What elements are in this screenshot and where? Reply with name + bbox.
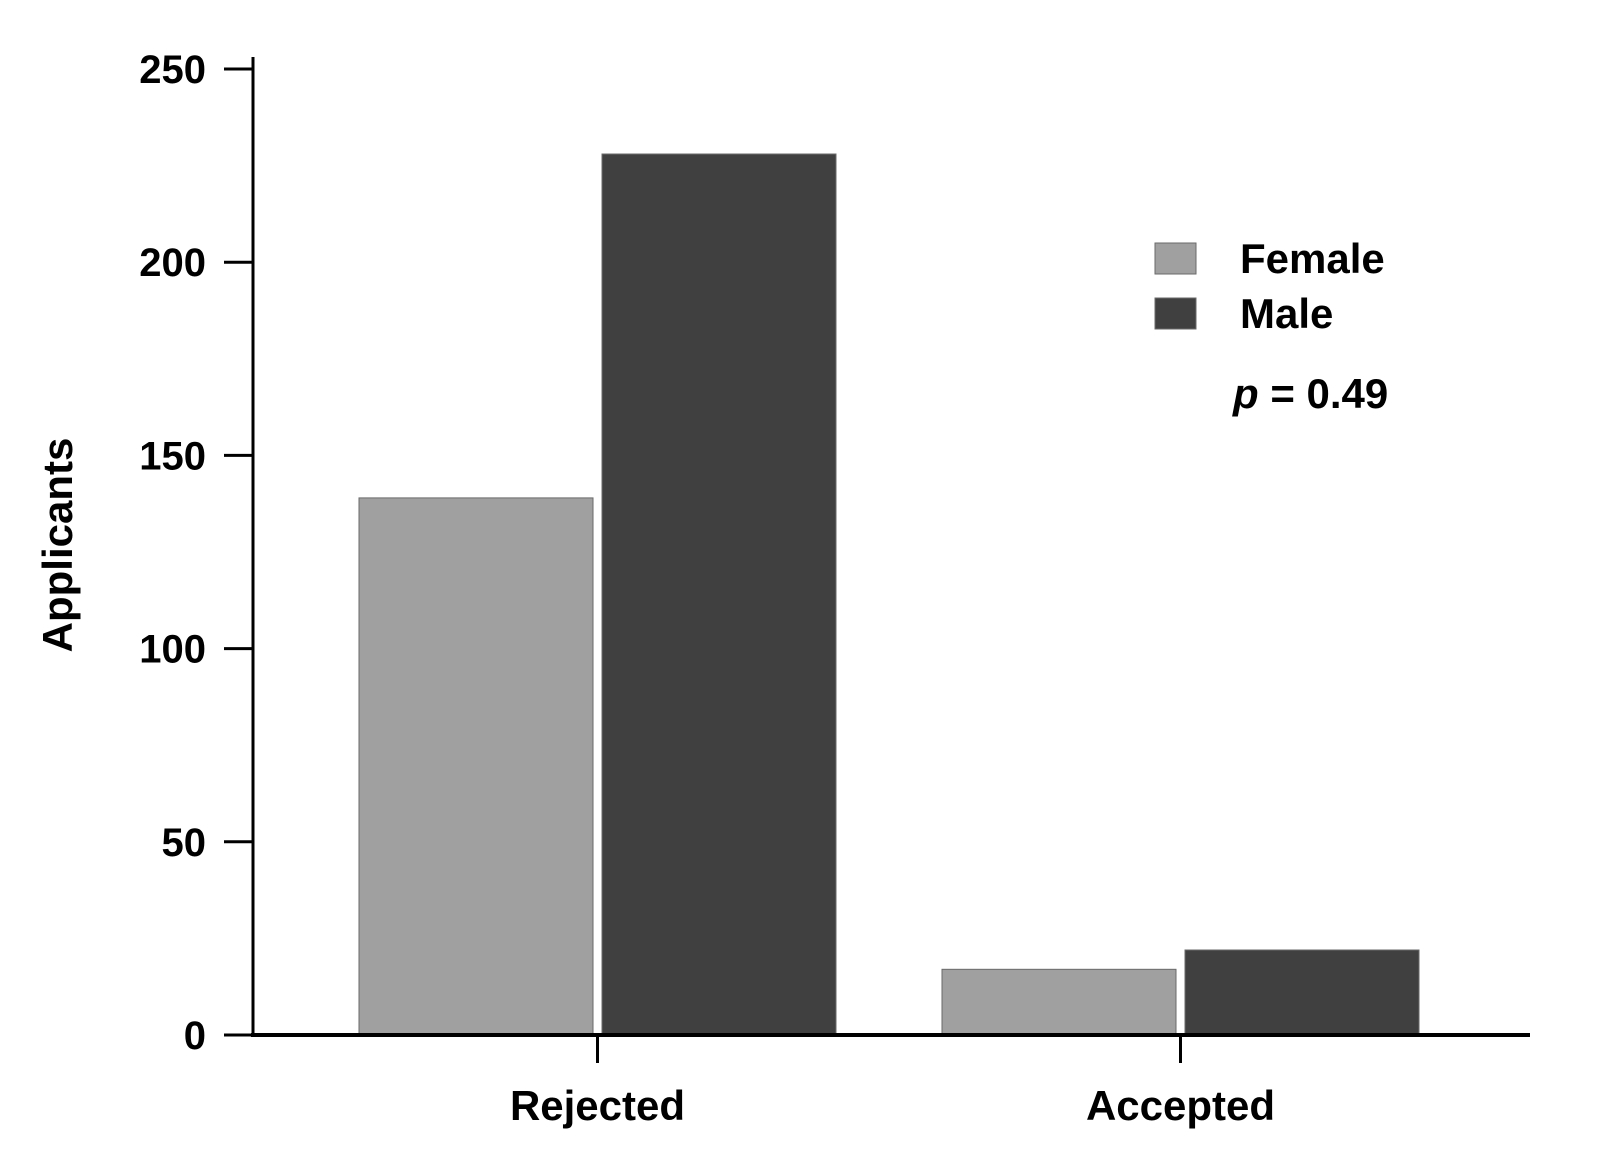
bars [358,153,1420,1036]
p-value-annotation: p = 0.49 [1232,370,1388,417]
legend-label-female: Female [1240,235,1385,282]
y-tick-label: 200 [139,241,206,285]
bar-female-rejected [358,497,594,1036]
bar-male-accepted [1184,949,1420,1036]
y-tick-label: 50 [162,821,207,865]
y-axis-title: Applicants [34,438,81,653]
legend-swatch-male [1154,297,1197,330]
x-axis-ticks: Rejected Accepted [510,1035,1275,1129]
legend-label-male: Male [1240,290,1333,337]
x-category-label-rejected: Rejected [510,1082,685,1129]
bar-male-rejected [601,153,837,1036]
y-axis-ticks: 0 50 100 150 200 250 [139,48,253,1058]
legend-swatch-female [1154,242,1197,275]
y-tick-label: 100 [139,628,206,672]
y-tick-label: 150 [139,434,206,478]
legend: Female Male [1154,235,1385,337]
p-symbol: p [1232,370,1259,417]
x-category-label-accepted: Accepted [1086,1082,1275,1129]
y-tick-label: 0 [184,1014,206,1058]
y-tick-label: 250 [139,48,206,92]
p-value: = 0.49 [1259,370,1389,417]
bar-female-accepted [941,968,1177,1036]
